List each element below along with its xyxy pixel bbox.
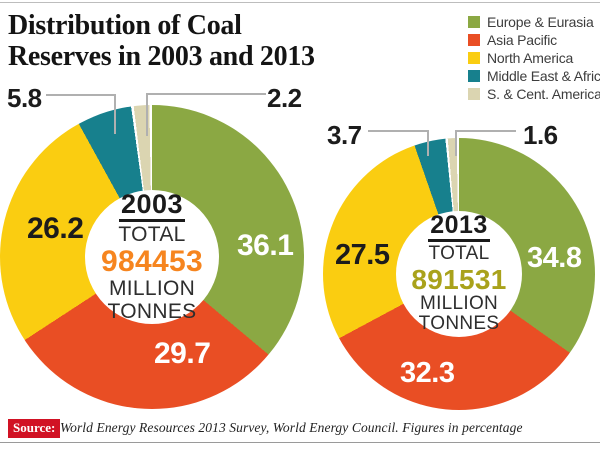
legend-swatch-icon xyxy=(468,15,480,28)
callout-line-2013-teal-vertical xyxy=(427,130,429,156)
callout-line-2013-beige-horizontal xyxy=(456,130,516,132)
center-year-2003: 2003 xyxy=(118,190,186,222)
legend-item-middle-east-africa: Middle East & Africa xyxy=(468,67,600,84)
center-total-word: TOTAL xyxy=(118,222,186,246)
slice-label-2013-middle-east-africa: 3.7 xyxy=(327,120,362,150)
callout-line-2013-teal-horizontal xyxy=(368,130,428,132)
top-rule xyxy=(0,2,600,3)
center-total-value-2013: 891531 xyxy=(411,263,507,295)
slice-label-2003-asia-pacific: 29.7 xyxy=(154,337,211,370)
legend-label: S. & Cent. America xyxy=(487,85,600,102)
source-text: World Energy Resources 2013 Survey, Worl… xyxy=(60,420,523,435)
center-year-2013: 2013 xyxy=(428,213,490,243)
legend-label: North America xyxy=(487,49,574,66)
legend-swatch-icon xyxy=(468,33,480,46)
center-unit-million: MILLION xyxy=(419,292,499,314)
slice-label-2003-europe-eurasia: 36.1 xyxy=(237,229,294,262)
page-title-line-2: Reserves in 2003 and 2013 xyxy=(8,41,315,72)
donut-2003-center: 2003 TOTAL 984453 MILLION TONNES xyxy=(85,190,219,324)
callout-line-2003-beige-vertical xyxy=(146,93,148,136)
center-total-word: TOTAL xyxy=(428,243,490,265)
center-unit-tonnes: TONNES xyxy=(107,299,197,323)
callout-line-2003-beige-horizontal xyxy=(147,93,266,95)
page-title-line-1: Distribution of Coal xyxy=(8,10,242,41)
center-unit-tonnes: TONNES xyxy=(418,313,500,335)
bottom-rule xyxy=(0,442,600,443)
slice-label-2013-s-cent-america: 1.6 xyxy=(523,120,558,150)
slice-label-2003-s-cent-america: 2.2 xyxy=(267,83,302,113)
legend-item-asia-pacific: Asia Pacific xyxy=(468,31,600,48)
legend-item-s-cent-america: S. & Cent. America xyxy=(468,85,600,102)
legend-swatch-icon xyxy=(468,51,480,64)
page-title: Distribution of Coal Reserves in 2003 an… xyxy=(8,10,315,72)
donut-chart-2003: 2003 TOTAL 984453 MILLION TONNES xyxy=(0,105,304,409)
legend: Europe & Eurasia Asia Pacific North Amer… xyxy=(468,13,600,102)
source-label: Source: xyxy=(8,419,61,438)
slice-label-2013-north-america: 27.5 xyxy=(335,239,390,271)
donut-chart-2013: 2013 TOTAL 891531 MILLION TONNES xyxy=(323,138,595,410)
callout-line-2003-teal-vertical xyxy=(114,94,116,134)
center-unit-million: MILLION xyxy=(108,276,196,300)
legend-swatch-icon xyxy=(468,87,480,100)
slice-label-2003-middle-east-africa: 5.8 xyxy=(7,83,42,113)
legend-item-north-america: North America xyxy=(468,49,600,66)
legend-swatch-icon xyxy=(468,69,480,82)
legend-item-europe-eurasia: Europe & Eurasia xyxy=(468,13,600,30)
slice-label-2003-north-america: 26.2 xyxy=(27,212,84,245)
center-total-value-2003: 984453 xyxy=(101,245,203,279)
legend-label: Asia Pacific xyxy=(487,31,557,48)
donut-2013-center: 2013 TOTAL 891531 MILLION TONNES xyxy=(396,211,522,337)
callout-line-2013-beige-vertical xyxy=(455,130,457,156)
slice-label-2013-asia-pacific: 32.3 xyxy=(400,357,455,389)
callout-line-2003-teal-horizontal xyxy=(46,94,115,96)
slice-label-2013-europe-eurasia: 34.8 xyxy=(527,242,582,274)
legend-label: Middle East & Africa xyxy=(487,67,600,84)
legend-label: Europe & Eurasia xyxy=(487,13,594,30)
